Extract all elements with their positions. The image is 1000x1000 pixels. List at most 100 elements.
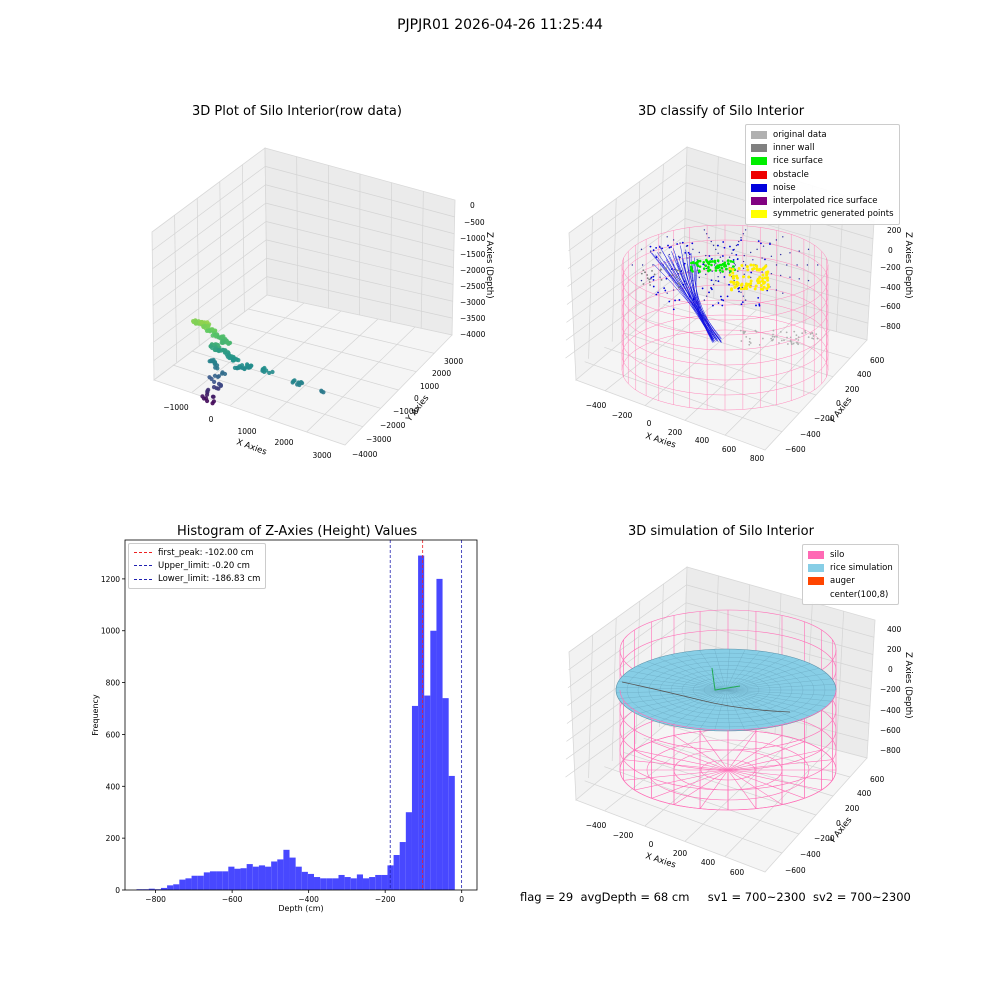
histogram-bar: [148, 888, 155, 890]
z-tick-label: −3000: [460, 298, 486, 307]
data-point: [212, 379, 217, 384]
grid-point: [744, 229, 747, 231]
histogram-bar: [289, 857, 296, 890]
grid-point: [641, 264, 644, 266]
auger-marker: [711, 667, 741, 691]
inner-wall-point: [675, 276, 678, 278]
sv1-value: sv1 = 700~2300: [707, 890, 806, 904]
rice-surface-point: [718, 269, 722, 272]
histogram-bar: [381, 874, 388, 890]
noise-point: [736, 258, 739, 261]
grid-line: [643, 737, 834, 797]
grid-line: [152, 221, 267, 306]
y-tick-label: −2000: [380, 421, 406, 430]
silo-floor-spoke: [634, 769, 729, 791]
grid-line: [584, 780, 783, 854]
x-tick-labels: −400 −200 0 200 400 600 800: [586, 401, 765, 463]
classify-plot-title: 3D classify of Silo Interior: [638, 104, 805, 119]
grid-line: [685, 620, 873, 673]
rice-surface-point: [704, 264, 708, 268]
original-point: [754, 329, 757, 332]
y-tick-labels: 600 400 200 0 −200 −400 −600: [785, 775, 885, 875]
inner-wall-point: [678, 269, 681, 272]
data-point: [202, 323, 208, 329]
reference-lines: [389, 540, 463, 890]
histogram-bar: [295, 866, 302, 890]
grid-line: [567, 200, 686, 287]
silo-floor-spoke: [651, 741, 729, 771]
grid-line: [567, 620, 686, 706]
rice-surface-point: [726, 262, 730, 265]
status-bar: flag = 29 avgDepth = 68 cm sv1 = 700~230…: [520, 890, 911, 904]
original-point: [786, 336, 788, 339]
x-tick-label: 600: [722, 445, 737, 454]
histogram-bar: [356, 874, 363, 890]
histogram-bar: [393, 855, 400, 890]
silo-floor-spoke: [623, 759, 729, 771]
rice-mesh-spoke: [725, 650, 761, 691]
legend-item: original data: [751, 128, 894, 141]
grid-point: [708, 237, 710, 239]
original-point: [812, 337, 815, 340]
histogram-bar: [418, 555, 425, 890]
grid-line: [152, 184, 266, 270]
inner-wall-point: [646, 274, 649, 276]
inner-wall-point: [640, 272, 643, 275]
grid-point: [761, 271, 763, 273]
z-tick-label: −800: [880, 746, 901, 755]
rice-surface-point: [698, 265, 702, 268]
rice-mesh-spoke: [725, 689, 832, 702]
symmetric-point: [741, 275, 745, 279]
original-point: [772, 338, 774, 341]
x-tick-label: −400: [586, 821, 607, 830]
y-tick-label: −1000: [393, 407, 419, 416]
noise-point: [688, 295, 691, 298]
histogram-bar: [252, 866, 259, 890]
histogram-bar: [160, 887, 168, 890]
noise-point: [686, 244, 689, 247]
data-point: [199, 319, 205, 325]
z-tick-label: −2500: [460, 282, 486, 291]
symmetric-point: [765, 273, 769, 277]
grid-line: [567, 182, 687, 270]
rice-mesh-spoke: [725, 689, 788, 725]
rice-mesh-spoke: [725, 689, 827, 707]
grid-point: [703, 299, 706, 301]
grid-point: [789, 252, 791, 254]
grid-point: [698, 251, 701, 254]
noise-point: [661, 247, 664, 250]
histogram-bar: [283, 849, 290, 890]
y-tick-label: 600: [106, 730, 121, 739]
data-point: [207, 375, 212, 380]
grid-line: [566, 218, 686, 305]
original-point: [748, 337, 751, 340]
grid-point: [719, 256, 722, 258]
noise-point: [674, 299, 676, 302]
noise-point: [708, 255, 711, 257]
grid-point: [677, 255, 680, 258]
noise-point: [667, 244, 669, 247]
avg-depth-value: avgDepth = 68 cm: [580, 890, 690, 904]
symmetric-point: [759, 287, 763, 291]
symmetric-point: [735, 276, 739, 280]
grid-point: [817, 264, 819, 266]
symmetric-point: [748, 285, 752, 289]
noise-trace: [695, 263, 713, 340]
data-point: [319, 388, 324, 393]
noise-trace: [693, 257, 722, 340]
grid-point: [737, 270, 739, 272]
grid-point: [715, 279, 717, 282]
symmetric-point: [728, 267, 732, 271]
symmetric-point: [761, 267, 765, 271]
z-axis-label: Z Axies (Depth): [484, 232, 494, 299]
z-tick-label: −1000: [460, 234, 486, 243]
x-tick-labels: −1000 0 1000 2000 3000: [163, 403, 331, 460]
noise-trace: [651, 252, 719, 340]
legend-item: obstacle: [751, 168, 894, 181]
silo-floor-spoke: [634, 749, 729, 771]
grid-point: [770, 255, 773, 258]
noise-point: [708, 291, 710, 294]
legend-label: center(100,8): [830, 589, 889, 600]
grid-line: [210, 336, 399, 391]
histogram-bar: [179, 879, 186, 890]
